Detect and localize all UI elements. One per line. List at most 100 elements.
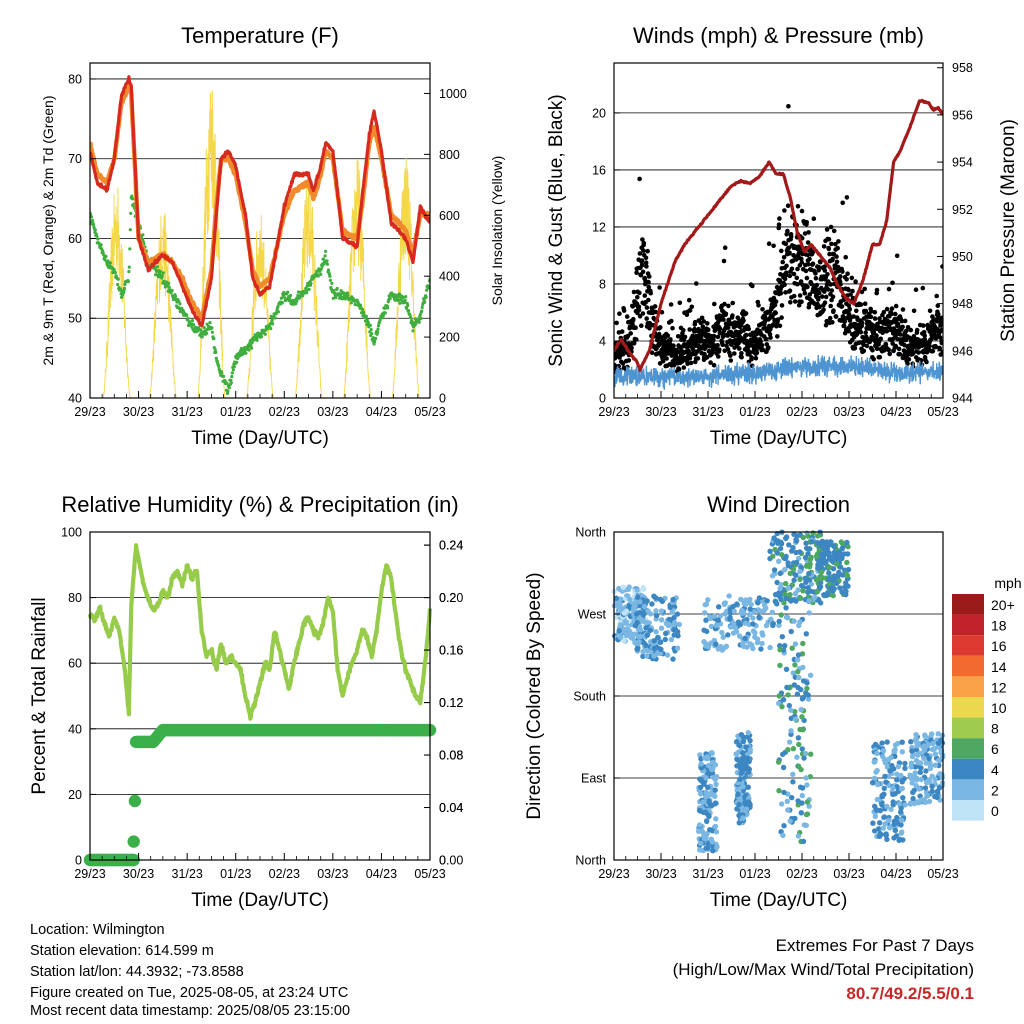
gust-point [847, 306, 852, 312]
direction-point [899, 779, 905, 785]
extremes-subtitle: (High/Low/Max Wind/Total Precipitation) [672, 960, 974, 979]
gust-point [792, 299, 798, 304]
direction-point [777, 570, 783, 577]
gust-point [852, 346, 858, 351]
dewpoint-point [131, 197, 135, 201]
direction-point [712, 787, 718, 793]
direction-point [634, 619, 640, 626]
gust-point [756, 303, 761, 308]
gust-point [743, 311, 749, 316]
gust-point [779, 315, 784, 320]
gust-point [803, 268, 809, 274]
direction-point [922, 733, 928, 740]
gust-point [715, 334, 721, 340]
direction-point [890, 799, 896, 805]
direction-point [669, 609, 675, 615]
dewpoint-point [104, 254, 108, 258]
gust-point [898, 332, 903, 337]
dewpoint-point [320, 264, 324, 268]
direction-point [795, 587, 801, 593]
direction-point [776, 622, 782, 628]
temp-2m-line [90, 75, 430, 328]
direction-point [736, 786, 742, 792]
gust-point [739, 351, 744, 356]
direction-point [886, 817, 892, 823]
direction-point [840, 572, 846, 578]
gust-point [728, 358, 734, 363]
direction-point [791, 618, 797, 624]
gust-point [647, 274, 652, 279]
gust-point [701, 319, 707, 324]
direction-point [787, 592, 793, 598]
direction-point [785, 692, 791, 698]
direction-point [912, 737, 919, 743]
gust-point [677, 300, 683, 306]
gust-point [629, 345, 634, 351]
direction-point [876, 826, 882, 832]
gust-point [920, 285, 926, 291]
direction-point [792, 716, 799, 722]
gust-point [798, 279, 804, 284]
dewpoint-point [364, 314, 368, 318]
direction-point [795, 669, 801, 675]
direction-point [783, 614, 790, 620]
gust-point [911, 308, 917, 314]
direction-point [806, 570, 812, 577]
info-recent: Most recent data timestamp: 2025/08/05 2… [30, 1003, 351, 1019]
direction-point [800, 678, 807, 684]
direction-point [790, 746, 797, 752]
dewpoint-point [113, 271, 117, 275]
direction-point [801, 755, 807, 761]
direction-point [772, 599, 779, 605]
direction-point [934, 794, 940, 801]
gust-point [870, 347, 875, 353]
winds-panel: 29/23 30/23 31/23 01/23 02/23 03/23 04/23 05/23… [546, 23, 1019, 449]
dewpoint-point [226, 389, 230, 393]
gust-point [799, 299, 804, 305]
direction-point [782, 643, 788, 649]
direction-point [782, 591, 788, 598]
dewpoint-point [249, 343, 253, 348]
direction-point [787, 570, 793, 577]
gust-point [890, 341, 895, 346]
humidity-y2-tick-label: 0.16 [439, 644, 463, 658]
gust-point [817, 304, 822, 309]
direction-point [929, 783, 935, 790]
dewpoint-point [247, 348, 251, 352]
humidity-y-tick-label: 20 [68, 788, 82, 802]
direction-point [814, 533, 821, 539]
gust-point [829, 288, 835, 293]
temperature-x-tick-label: 31/23 [172, 405, 203, 419]
direction-point [882, 821, 888, 827]
gust-point [730, 313, 735, 318]
direction-point [792, 815, 798, 822]
direction-point [775, 592, 782, 598]
gust-point [822, 300, 828, 306]
gust-point [850, 288, 855, 294]
gust-point [893, 303, 899, 309]
gust-point [631, 289, 637, 295]
direction-point [639, 611, 646, 617]
direction-point [833, 561, 840, 567]
direction-point [725, 632, 731, 638]
gust-point [874, 287, 880, 293]
dewpoint-point [316, 274, 320, 278]
gust-point [782, 282, 787, 288]
direction-point [738, 770, 744, 776]
gust-point [708, 360, 713, 365]
dewpoint-point [232, 365, 236, 369]
dewpoint-point [276, 310, 281, 314]
winds-y2-tick-label: 956 [952, 108, 973, 122]
winds-y2-axis-label: Station Pressure (Maroon) [998, 119, 1019, 342]
humidity-plot-area [83, 543, 437, 867]
direction-point [617, 634, 624, 641]
direction-point [703, 775, 709, 781]
direction-point [662, 636, 668, 643]
humidity-x-tick-label: 02/23 [269, 867, 300, 881]
gust-point [813, 276, 819, 281]
dewpoint-point [220, 370, 224, 374]
direction-point [836, 549, 843, 555]
direction-point [726, 593, 732, 599]
direction-point [826, 570, 832, 576]
